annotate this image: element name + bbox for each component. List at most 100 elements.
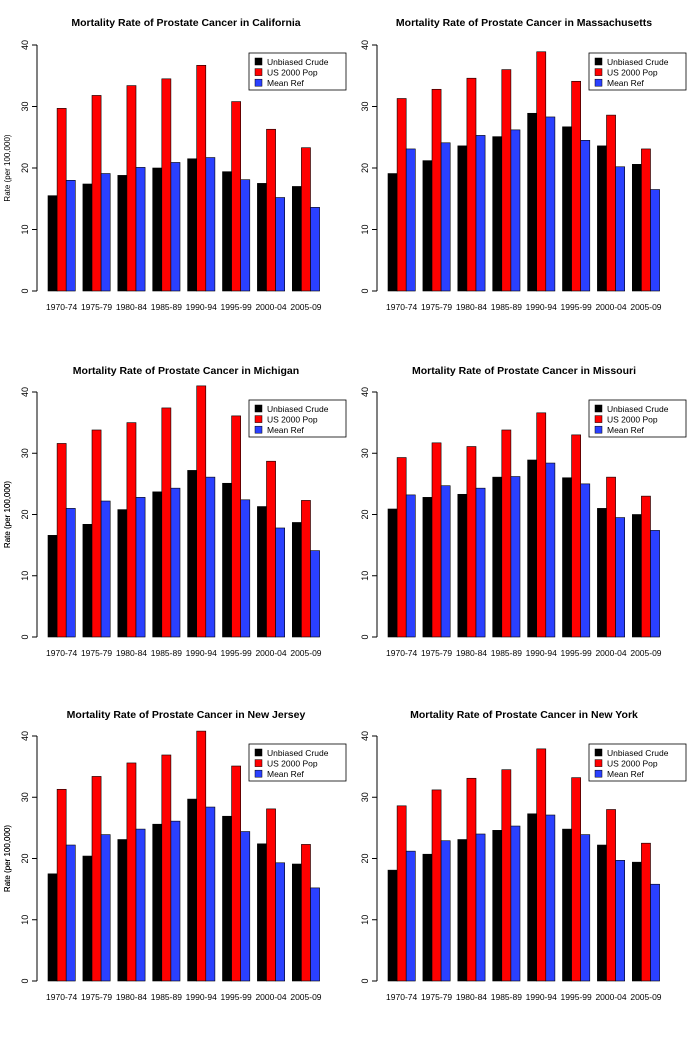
bar-us-2000-pop — [196, 730, 207, 982]
y-tick-label: 20 — [20, 163, 30, 173]
y-tick-label: 20 — [20, 509, 30, 519]
x-category-label: 2000-04 — [595, 648, 626, 658]
bar-unbiased-crude — [387, 173, 398, 292]
bar-unbiased-crude — [457, 839, 468, 982]
bar-unbiased-crude — [291, 522, 302, 638]
bar-mean-ref — [615, 166, 625, 292]
bar-mean-ref — [310, 207, 320, 292]
y-tick-label: 40 — [20, 731, 30, 741]
bar-unbiased-crude — [492, 136, 503, 292]
legend-swatch — [254, 78, 263, 87]
x-category-label: 1975-79 — [421, 302, 452, 312]
bar-us-2000-pop — [56, 108, 67, 292]
bar-unbiased-crude — [457, 493, 468, 638]
bar-unbiased-crude — [257, 183, 267, 292]
bar-us-2000-pop — [431, 789, 442, 982]
bar-us-2000-pop — [266, 128, 276, 292]
bar-unbiased-crude — [527, 813, 537, 982]
y-axis-label: Rate (per 100,000) — [3, 481, 12, 548]
y-tick-label: 30 — [20, 792, 30, 802]
bar-mean-ref — [405, 494, 416, 638]
x-category-label: 1970-74 — [46, 648, 77, 658]
x-category-label: 1970-74 — [386, 992, 417, 1002]
legend-box — [588, 743, 687, 782]
bar-us-2000-pop — [501, 769, 512, 982]
x-category-label: 2005-09 — [290, 648, 321, 658]
bar-mean-ref — [65, 180, 76, 292]
y-tick-label: 20 — [20, 853, 30, 863]
chart-title: Mortality Rate of Prostate Cancer in Cal… — [71, 17, 300, 29]
bar-mean-ref — [580, 834, 591, 982]
x-category-label: 1980-84 — [456, 992, 487, 1002]
bar-mean-ref — [475, 135, 486, 292]
bar-unbiased-crude — [117, 509, 128, 638]
bar-mean-ref — [240, 831, 251, 982]
bar-us-2000-pop — [266, 808, 276, 982]
x-category-label: 1980-84 — [116, 992, 147, 1002]
bar-unbiased-crude — [117, 839, 128, 982]
legend-swatch — [254, 404, 263, 413]
legend-swatch — [594, 78, 603, 87]
bar-us-2000-pop — [396, 98, 407, 292]
bar-us-2000-pop — [231, 765, 242, 982]
bar-mean-ref — [545, 462, 556, 638]
legend-swatch — [594, 415, 603, 423]
chart-title: Mortality Rate of Prostate Cancer in Mis… — [412, 365, 636, 377]
legend-label: US 2000 Pop — [267, 759, 318, 769]
y-tick-label: 0 — [20, 978, 30, 983]
bar-unbiased-crude — [152, 823, 163, 982]
bar-mean-ref — [100, 834, 111, 982]
bar-unbiased-crude — [82, 183, 93, 292]
bar-us-2000-pop — [466, 777, 477, 982]
bar-us-2000-pop — [231, 101, 242, 292]
x-category-label: 1990-94 — [186, 302, 217, 312]
y-tick-label: 40 — [20, 40, 30, 50]
bar-mean-ref — [240, 499, 251, 638]
y-tick-label: 40 — [360, 40, 370, 50]
legend-box — [248, 52, 347, 91]
legend-label: Unbiased Crude — [607, 57, 669, 67]
bar-mean-ref — [545, 116, 556, 292]
bar-us-2000-pop — [126, 422, 137, 638]
y-tick-label: 0 — [360, 634, 370, 639]
bar-unbiased-crude — [222, 171, 232, 292]
x-category-label: 2005-09 — [630, 648, 661, 658]
x-category-label: 1985-89 — [151, 648, 182, 658]
bar-mean-ref — [615, 860, 625, 982]
x-category-label: 1995-99 — [221, 302, 252, 312]
x-category-label: 1985-89 — [151, 302, 182, 312]
x-category-label: 2005-09 — [630, 302, 661, 312]
bar-us-2000-pop — [466, 77, 477, 292]
bar-us-2000-pop — [91, 95, 102, 292]
bar-unbiased-crude — [152, 167, 163, 292]
bar-us-2000-pop — [606, 809, 616, 982]
bar-mean-ref — [100, 500, 111, 638]
legend-label: US 2000 Pop — [607, 68, 658, 78]
bar-us-2000-pop — [266, 460, 276, 638]
bar-us-2000-pop — [641, 842, 651, 982]
bar-mean-ref — [405, 148, 416, 292]
bar-mean-ref — [135, 828, 146, 982]
bar-us-2000-pop — [126, 85, 137, 292]
bar-mean-ref — [135, 497, 146, 638]
y-tick-label: 0 — [360, 978, 370, 983]
bar-unbiased-crude — [492, 830, 503, 982]
legend-box — [248, 399, 347, 438]
x-category-label: 1990-94 — [526, 648, 557, 658]
x-category-label: 1975-79 — [81, 648, 112, 658]
chart-title: Mortality Rate of Prostate Cancer in New… — [67, 709, 306, 721]
legend-swatch — [594, 57, 603, 66]
x-category-label: 1990-94 — [526, 992, 557, 1002]
bar-unbiased-crude — [562, 828, 572, 982]
bar-unbiased-crude — [187, 470, 198, 638]
legend-swatch — [254, 769, 263, 778]
bar-unbiased-crude — [47, 535, 58, 638]
legend-label: Unbiased Crude — [267, 57, 329, 67]
x-category-label: 1985-89 — [151, 992, 182, 1002]
bar-mean-ref — [405, 850, 416, 982]
legend-swatch — [254, 759, 263, 767]
x-category-label: 2005-09 — [290, 302, 321, 312]
bar-us-2000-pop — [466, 446, 477, 638]
